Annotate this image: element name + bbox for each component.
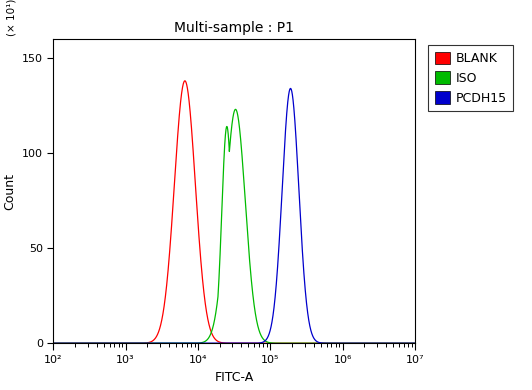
- PCDH15: [337, 341, 344, 346]
- PCDH15: [264, 336, 270, 340]
- Line: ISO: ISO: [53, 109, 415, 343]
- X-axis label: FITC-A: FITC-A: [214, 370, 254, 383]
- BLANK: [412, 341, 418, 346]
- PCDH15: [50, 341, 56, 346]
- BLANK: [181, 79, 187, 84]
- BLANK: [68, 341, 74, 346]
- ISO: [264, 340, 270, 344]
- BLANK: [280, 341, 286, 346]
- ISO: [280, 341, 286, 346]
- PCDH15: [68, 341, 74, 346]
- Line: PCDH15: PCDH15: [53, 89, 415, 343]
- Title: Multi-sample : P1: Multi-sample : P1: [174, 21, 294, 35]
- Text: (× 10¹): (× 10¹): [6, 0, 16, 36]
- ISO: [50, 341, 56, 346]
- PCDH15: [318, 340, 325, 345]
- Line: BLANK: BLANK: [53, 81, 415, 343]
- ISO: [337, 341, 344, 346]
- ISO: [412, 341, 418, 346]
- PCDH15: [280, 171, 286, 176]
- ISO: [232, 107, 239, 112]
- ISO: [181, 341, 187, 346]
- Y-axis label: Count: Count: [3, 173, 16, 209]
- BLANK: [50, 341, 56, 346]
- BLANK: [337, 341, 344, 346]
- ISO: [318, 341, 325, 346]
- BLANK: [318, 341, 325, 346]
- PCDH15: [412, 341, 418, 346]
- BLANK: [264, 341, 270, 346]
- ISO: [68, 341, 74, 346]
- PCDH15: [287, 86, 294, 91]
- Legend: BLANK, ISO, PCDH15: BLANK, ISO, PCDH15: [428, 45, 513, 111]
- PCDH15: [181, 341, 187, 346]
- BLANK: [182, 78, 188, 83]
